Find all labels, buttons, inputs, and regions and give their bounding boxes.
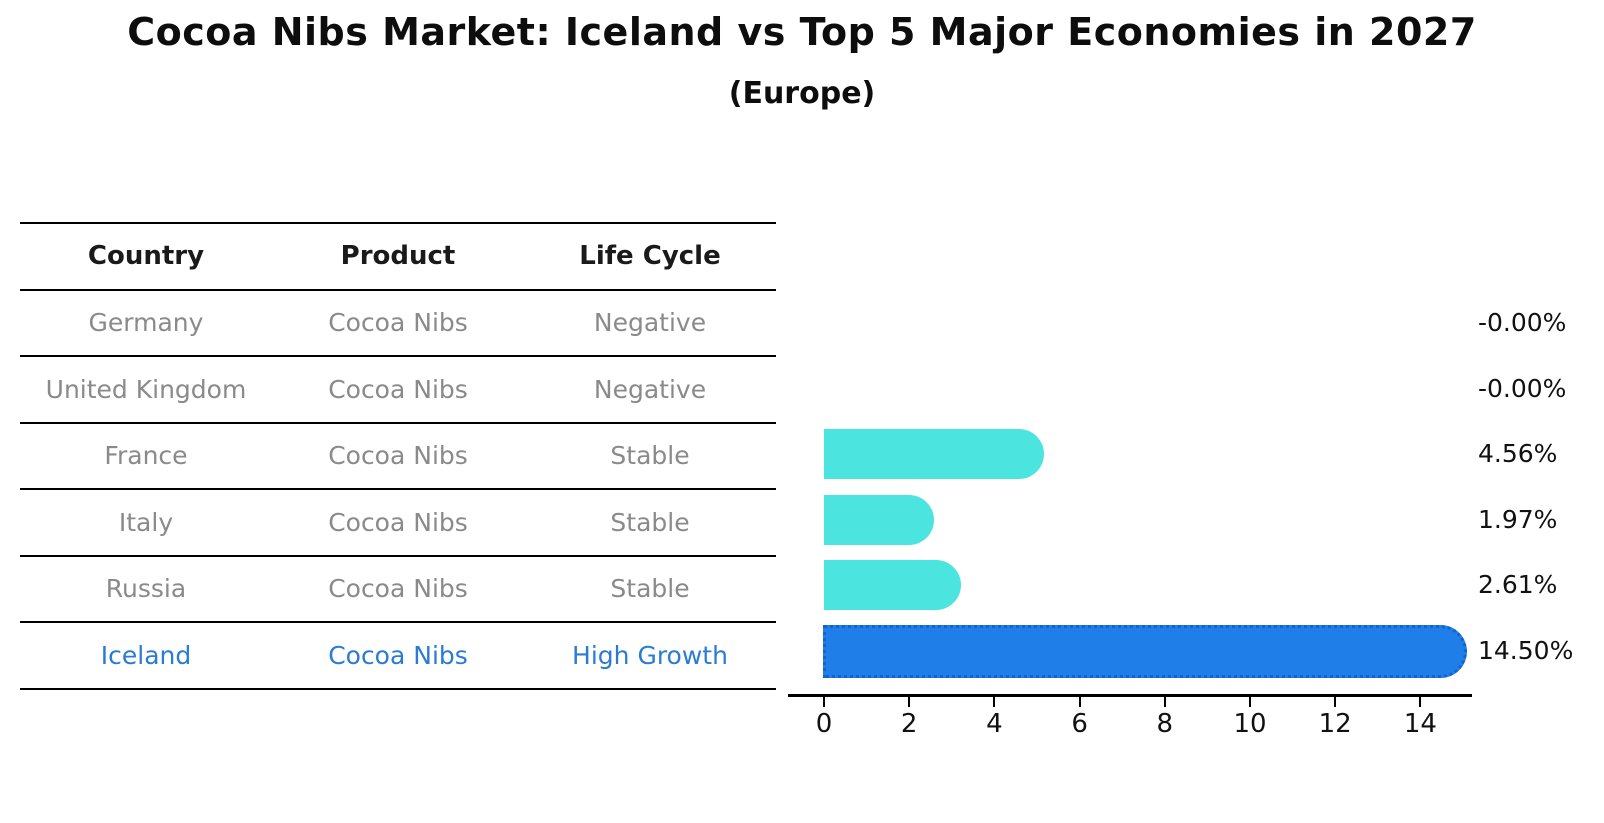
cell-life-cycle: High Growth bbox=[572, 640, 728, 670]
cell-product: Cocoa Nibs bbox=[328, 640, 468, 670]
x-tick-mark-8 bbox=[1163, 697, 1166, 707]
x-tick-label-8: 8 bbox=[1156, 709, 1174, 739]
x-tick-label-10: 10 bbox=[1233, 709, 1267, 739]
bar-iceland bbox=[823, 624, 1467, 678]
cell-life-cycle: Stable bbox=[610, 574, 690, 604]
x-tick-label-0: 0 bbox=[815, 709, 833, 739]
cell-life-cycle: Stable bbox=[610, 507, 690, 537]
x-tick-mark-6 bbox=[1078, 697, 1081, 707]
chart-title: Cocoa Nibs Market: Iceland vs Top 5 Majo… bbox=[127, 10, 1477, 54]
table-row-iceland: Iceland Cocoa Nibs High Growth bbox=[20, 621, 776, 688]
cell-product: Cocoa Nibs bbox=[328, 441, 468, 471]
cell-country: Russia bbox=[105, 574, 187, 604]
cell-life-cycle: Negative bbox=[593, 374, 707, 404]
country-table: Country Product Life Cycle Germany Cocoa… bbox=[20, 222, 776, 690]
cell-country: Germany bbox=[88, 308, 204, 338]
cell-country: Iceland bbox=[100, 640, 192, 670]
cell-product: Cocoa Nibs bbox=[328, 507, 468, 537]
cell-country: Italy bbox=[118, 507, 174, 537]
value-label-iceland: 14.50% bbox=[1478, 636, 1574, 665]
cell-country: United Kingdom bbox=[45, 374, 247, 404]
table-row-russia: Russia Cocoa Nibs Stable bbox=[20, 554, 776, 622]
cell-life-cycle: Stable bbox=[610, 441, 690, 471]
cell-product: Cocoa Nibs bbox=[328, 374, 468, 404]
column-header-product: Product bbox=[340, 241, 456, 272]
x-tick-label-4: 4 bbox=[986, 709, 1003, 739]
x-tick-mark-4 bbox=[993, 697, 996, 707]
cell-product: Cocoa Nibs bbox=[328, 574, 468, 604]
value-label-germany: -0.00% bbox=[1478, 308, 1567, 337]
x-tick-label-6: 6 bbox=[1071, 709, 1088, 739]
x-tick-mark-0 bbox=[823, 697, 825, 707]
value-label-united-kingdom: -0.00% bbox=[1478, 373, 1567, 403]
table-row-united-kingdom: United Kingdom Cocoa Nibs Negative bbox=[20, 355, 776, 422]
table-row-germany: Germany Cocoa Nibs Negative bbox=[20, 288, 776, 356]
value-label-italy: 1.97% bbox=[1478, 504, 1558, 534]
x-axis-line bbox=[788, 694, 1472, 697]
x-tick-label-2: 2 bbox=[900, 709, 918, 739]
x-tick-mark-14 bbox=[1419, 697, 1422, 707]
bar-italy bbox=[824, 494, 934, 545]
bar-russia bbox=[824, 560, 962, 611]
column-header-life-cycle: Life Cycle bbox=[579, 241, 721, 272]
table-header-row: Country Product Life Cycle bbox=[20, 222, 776, 289]
x-tick-mark-10 bbox=[1249, 697, 1251, 707]
cell-product: Cocoa Nibs bbox=[328, 308, 468, 338]
table-row-italy: Italy Cocoa Nibs Stable bbox=[20, 488, 776, 555]
table-row-france: France Cocoa Nibs Stable bbox=[20, 421, 776, 489]
cell-life-cycle: Negative bbox=[593, 308, 707, 338]
x-tick-mark-2 bbox=[908, 697, 911, 707]
value-label-france: 4.56% bbox=[1478, 439, 1558, 469]
bar-france bbox=[824, 429, 1045, 480]
value-label-russia: 2.61% bbox=[1478, 570, 1558, 600]
x-tick-mark-12 bbox=[1334, 697, 1337, 707]
chart-subtitle: (Europe) bbox=[728, 76, 876, 111]
x-tick-label-14: 14 bbox=[1403, 709, 1437, 739]
cell-country: France bbox=[104, 441, 188, 471]
x-tick-label-12: 12 bbox=[1318, 709, 1352, 739]
column-header-country: Country bbox=[87, 241, 205, 272]
